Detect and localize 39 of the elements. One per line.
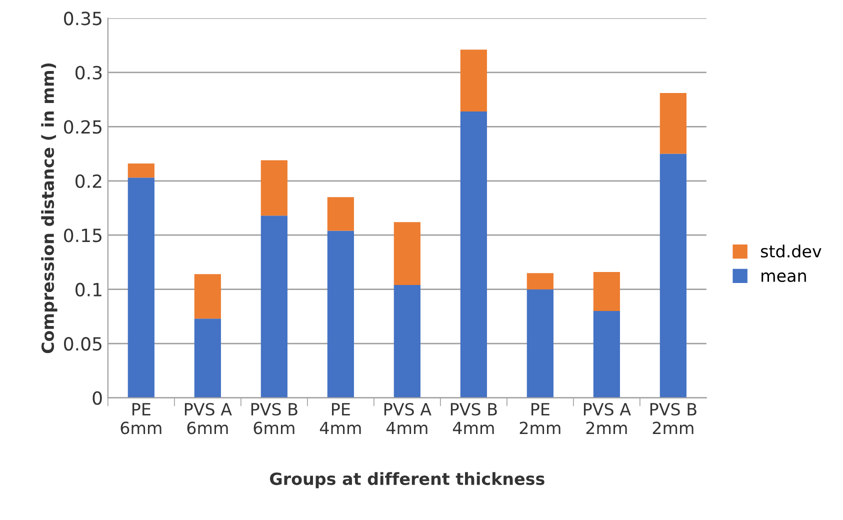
y-tick-label: 0.1 (76, 282, 102, 296)
bar (526, 289, 554, 398)
x-axis-title: Groups at different thickness (270, 472, 544, 488)
legend-label: mean (762, 272, 806, 282)
y-tick-label: 0.3 (76, 66, 102, 80)
bar (460, 111, 487, 398)
bar (327, 230, 354, 398)
y-tick-label: 0.15 (64, 228, 102, 242)
y-tick-label: 0.2 (76, 174, 102, 188)
x-tick-label: PVS B 4mm (450, 402, 497, 434)
bar (128, 178, 154, 398)
x-tick-label: PE 4mm (320, 403, 361, 434)
bar (394, 222, 420, 286)
bar (128, 164, 154, 178)
bar (593, 311, 620, 398)
x-tick-label: PVS A 4mm (384, 402, 432, 434)
x-tick-label: PE 6mm (120, 403, 162, 434)
bar (593, 272, 620, 312)
bar (660, 93, 686, 154)
y-tick-label: 0 (92, 391, 102, 405)
bar (394, 285, 420, 398)
bar (260, 160, 288, 216)
x-tick-label: PVS B 6mm (251, 402, 298, 434)
y-axis-title: Compression distance ( in mm) (41, 63, 58, 354)
bar (260, 216, 288, 398)
legend-label: std.dev (760, 244, 822, 258)
x-tick-label: PVS A 2mm (584, 402, 631, 434)
bar (194, 274, 221, 319)
bar (327, 197, 354, 231)
bar (526, 273, 554, 290)
bar (660, 154, 686, 398)
y-tick-label: 0.25 (64, 120, 102, 134)
x-tick-label: PVS A 6mm (184, 402, 232, 434)
x-tick-label: PE 2mm (520, 403, 560, 434)
bar (460, 50, 487, 112)
y-tick-label: 0.05 (64, 337, 102, 351)
x-tick-label: PVS B 2mm (650, 402, 696, 434)
bar (194, 318, 221, 398)
y-tick-label: 0.35 (64, 12, 102, 26)
